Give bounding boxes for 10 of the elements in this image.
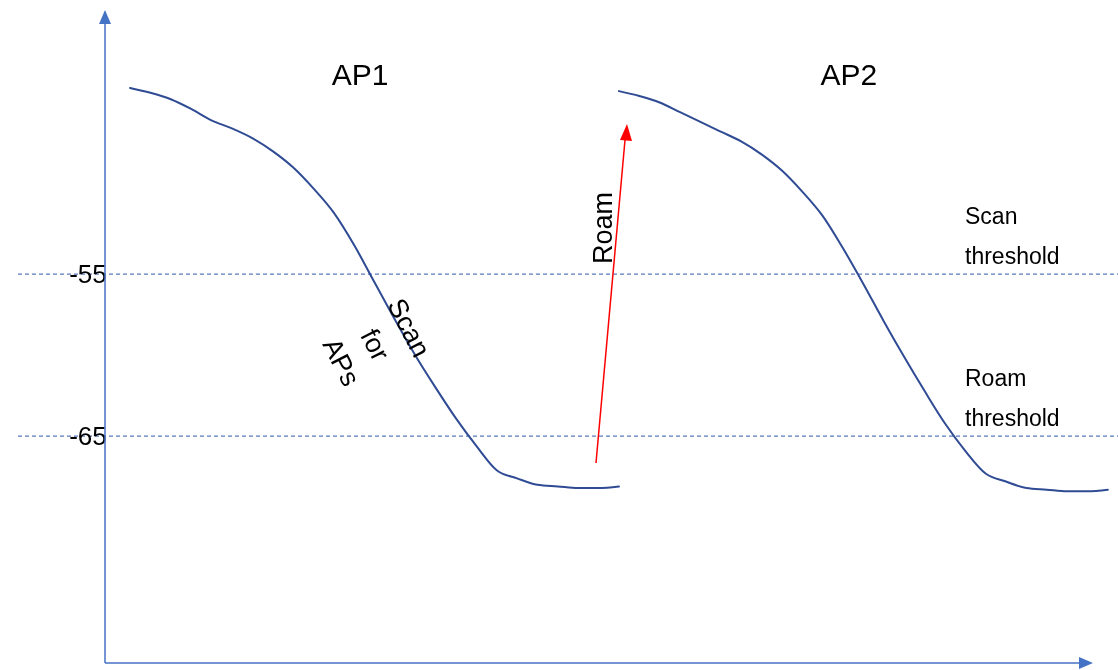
ref-line-label: Scan threshold: [965, 203, 1060, 270]
line-series: [129, 86, 620, 490]
y-tick-label: -65: [69, 421, 107, 452]
text: AP2: [820, 58, 878, 91]
text: AP1: [331, 58, 389, 91]
ref-line-label: Roam threshold: [965, 365, 1060, 432]
y-tick-label: -55: [69, 259, 107, 290]
line-series: [617, 90, 1109, 493]
annotation: Scan for APs: [316, 293, 437, 392]
annotation: Roam: [588, 191, 619, 265]
